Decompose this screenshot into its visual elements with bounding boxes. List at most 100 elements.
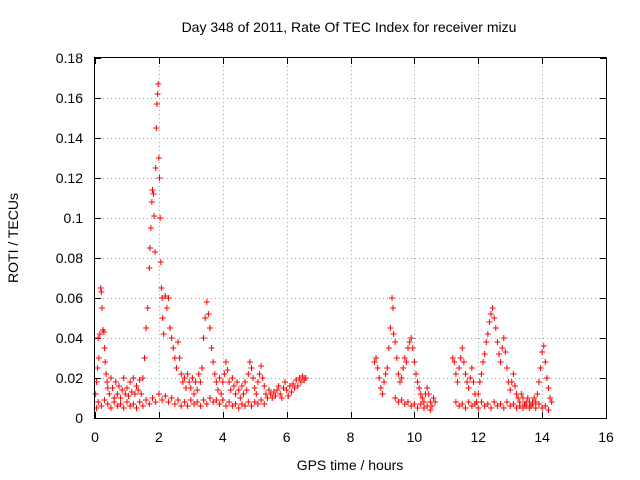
data-point xyxy=(245,371,252,377)
data-point xyxy=(168,395,175,401)
data-point xyxy=(540,343,547,349)
data-point xyxy=(534,391,541,397)
data-point xyxy=(157,259,164,265)
data-point xyxy=(254,401,261,407)
data-point xyxy=(254,379,261,385)
data-point xyxy=(119,387,126,393)
data-point xyxy=(222,359,229,365)
data-point xyxy=(456,365,463,371)
y-tick-label: 0 xyxy=(75,410,83,426)
data-point xyxy=(387,325,394,331)
data-point xyxy=(296,375,303,381)
data-point xyxy=(419,395,426,401)
x-axis-title: GPS time / hours xyxy=(297,457,404,473)
data-point xyxy=(384,365,391,371)
data-point xyxy=(545,385,552,391)
data-point xyxy=(139,375,146,381)
data-point xyxy=(197,403,204,409)
data-point xyxy=(171,401,178,407)
data-point xyxy=(139,403,146,409)
data-point xyxy=(210,399,217,405)
data-point xyxy=(235,387,242,393)
data-point xyxy=(104,401,111,407)
data-point xyxy=(251,385,258,391)
data-point xyxy=(299,373,306,379)
data-point xyxy=(143,397,150,403)
data-point xyxy=(523,403,530,409)
y-tick-label: 0.1 xyxy=(64,210,84,226)
data-point xyxy=(230,383,237,389)
data-point xyxy=(382,371,389,377)
x-tick-label: 2 xyxy=(155,429,163,445)
data-point xyxy=(148,199,155,205)
data-point xyxy=(452,371,459,377)
data-point xyxy=(117,401,124,407)
data-point xyxy=(153,101,160,107)
data-point xyxy=(191,391,198,397)
data-point xyxy=(459,345,466,351)
data-point xyxy=(510,401,517,407)
y-tick-label: 0.16 xyxy=(56,90,83,106)
data-point xyxy=(242,379,249,385)
data-point xyxy=(285,393,292,399)
data-point xyxy=(115,383,122,389)
data-point xyxy=(532,405,539,411)
data-point xyxy=(234,379,241,385)
data-point xyxy=(133,405,140,411)
data-point xyxy=(219,397,226,403)
data-point xyxy=(175,397,182,403)
data-point xyxy=(503,365,510,371)
data-point xyxy=(229,403,236,409)
data-point xyxy=(507,403,514,409)
y-tick-label: 0.06 xyxy=(56,290,83,306)
data-point xyxy=(545,407,552,413)
data-point xyxy=(130,375,137,381)
data-point xyxy=(146,245,153,251)
data-point xyxy=(133,383,140,389)
data-point xyxy=(494,403,501,409)
data-point xyxy=(103,371,110,377)
data-point xyxy=(460,359,467,365)
data-point xyxy=(275,383,282,389)
data-point xyxy=(397,379,404,385)
data-point xyxy=(205,311,212,317)
y-tick-label: 0.02 xyxy=(56,370,83,386)
data-point xyxy=(208,345,215,351)
data-point xyxy=(206,325,213,331)
data-point xyxy=(484,401,491,407)
data-point xyxy=(377,385,384,391)
data-point xyxy=(221,371,228,377)
data-point xyxy=(100,329,107,335)
data-point xyxy=(454,379,461,385)
data-point xyxy=(524,395,531,401)
data-point xyxy=(492,325,499,331)
data-point xyxy=(499,345,506,351)
data-point xyxy=(222,403,229,409)
data-point xyxy=(248,403,255,409)
x-tick-label: 6 xyxy=(283,429,291,445)
data-point xyxy=(488,405,495,411)
data-point xyxy=(258,397,265,403)
data-point xyxy=(406,339,413,345)
data-point xyxy=(155,391,162,397)
data-point xyxy=(392,339,399,345)
data-point xyxy=(153,125,160,131)
data-point xyxy=(224,367,231,373)
data-point xyxy=(297,379,304,385)
x-tick-label: 12 xyxy=(470,429,486,445)
data-point xyxy=(280,385,287,391)
data-point xyxy=(213,397,220,403)
data-point xyxy=(237,395,244,401)
data-point xyxy=(457,355,464,361)
y-tick-label: 0.08 xyxy=(56,250,83,266)
data-point xyxy=(240,391,247,397)
data-point xyxy=(390,331,397,337)
data-point xyxy=(92,391,99,397)
data-point xyxy=(411,359,418,365)
data-point xyxy=(219,379,226,385)
data-point xyxy=(535,401,542,407)
data-point xyxy=(472,401,479,407)
data-point xyxy=(216,375,223,381)
data-point xyxy=(210,359,217,365)
